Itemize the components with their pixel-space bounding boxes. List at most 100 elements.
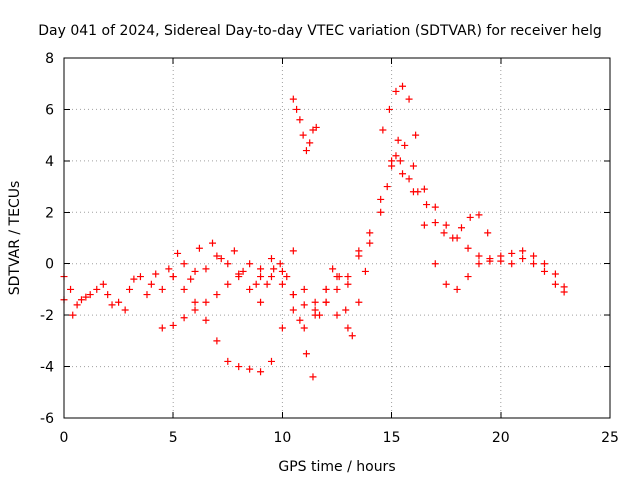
data-point bbox=[235, 270, 243, 278]
data-point bbox=[475, 211, 483, 219]
data-point bbox=[86, 291, 94, 299]
data-point bbox=[267, 255, 275, 263]
data-point bbox=[484, 229, 492, 237]
data-point bbox=[329, 265, 337, 273]
data-point bbox=[180, 260, 188, 268]
data-point bbox=[333, 285, 341, 293]
data-point bbox=[392, 87, 400, 95]
plot-frame bbox=[63, 57, 611, 419]
data-point bbox=[300, 324, 308, 332]
data-point bbox=[180, 285, 188, 293]
data-point bbox=[300, 285, 308, 293]
data-point bbox=[278, 267, 286, 275]
data-point bbox=[309, 373, 317, 381]
series-track-h bbox=[396, 157, 492, 242]
data-point bbox=[152, 270, 160, 278]
data-point bbox=[246, 285, 254, 293]
data-point bbox=[289, 306, 297, 314]
data-point bbox=[108, 301, 116, 309]
data-point bbox=[475, 260, 483, 268]
data-point bbox=[530, 252, 538, 260]
data-points bbox=[60, 82, 568, 381]
data-point bbox=[449, 234, 457, 242]
data-point bbox=[420, 221, 428, 229]
data-point bbox=[302, 350, 310, 358]
data-point bbox=[316, 311, 324, 319]
data-point bbox=[409, 162, 417, 170]
data-point bbox=[224, 260, 232, 268]
data-point bbox=[69, 311, 77, 319]
data-point bbox=[257, 298, 265, 306]
data-point bbox=[322, 298, 330, 306]
data-point bbox=[130, 275, 138, 283]
data-point bbox=[165, 265, 173, 273]
data-point bbox=[453, 285, 461, 293]
data-point bbox=[405, 175, 413, 183]
x-axis-label: GPS time / hours bbox=[278, 459, 395, 475]
data-point bbox=[344, 280, 352, 288]
data-point bbox=[420, 185, 428, 193]
data-point bbox=[293, 105, 301, 113]
data-point bbox=[355, 298, 363, 306]
data-point bbox=[126, 285, 134, 293]
data-point bbox=[399, 170, 407, 178]
data-point bbox=[289, 291, 297, 299]
y-axis-label: SDTVAR / TECUs bbox=[7, 181, 23, 296]
data-point bbox=[344, 273, 352, 281]
series-track-e bbox=[257, 260, 369, 381]
data-point bbox=[209, 239, 217, 247]
data-point bbox=[355, 252, 363, 260]
data-point bbox=[519, 255, 527, 263]
data-point bbox=[497, 257, 505, 265]
y-tick-label: -4 bbox=[40, 360, 54, 376]
data-point bbox=[202, 265, 210, 273]
data-point bbox=[213, 252, 221, 260]
chart-title: Day 041 of 2024, Sidereal Day-to-day VTE… bbox=[38, 23, 601, 39]
data-point bbox=[322, 285, 330, 293]
series-track-c bbox=[169, 273, 352, 376]
data-point bbox=[213, 337, 221, 345]
data-point bbox=[431, 203, 439, 211]
data-point bbox=[486, 257, 494, 265]
data-point bbox=[344, 324, 352, 332]
data-point bbox=[202, 298, 210, 306]
data-point bbox=[299, 131, 307, 139]
data-point bbox=[333, 311, 341, 319]
data-point bbox=[278, 324, 286, 332]
y-tick-label: -2 bbox=[40, 308, 54, 324]
data-point bbox=[136, 273, 144, 281]
data-point bbox=[442, 280, 450, 288]
data-point bbox=[377, 195, 385, 203]
data-point bbox=[289, 95, 297, 103]
y-tick-label: -6 bbox=[40, 411, 54, 427]
data-point bbox=[440, 229, 448, 237]
data-point bbox=[396, 157, 404, 165]
series-track-g bbox=[379, 82, 420, 139]
data-point bbox=[195, 244, 203, 252]
data-point bbox=[104, 291, 112, 299]
data-point bbox=[366, 229, 374, 237]
data-point bbox=[217, 255, 225, 263]
data-point bbox=[394, 136, 402, 144]
data-point bbox=[442, 221, 450, 229]
data-point bbox=[174, 249, 182, 257]
y-tick-label: 2 bbox=[45, 205, 54, 221]
data-point bbox=[379, 126, 387, 134]
data-point bbox=[67, 285, 75, 293]
y-tick-label: 4 bbox=[45, 154, 54, 170]
data-point bbox=[257, 273, 265, 281]
data-point bbox=[263, 280, 271, 288]
data-point bbox=[246, 365, 254, 373]
data-point bbox=[93, 285, 101, 293]
data-point bbox=[551, 280, 559, 288]
data-point bbox=[464, 244, 472, 252]
data-point bbox=[342, 306, 350, 314]
data-point bbox=[508, 249, 516, 257]
data-point bbox=[147, 280, 155, 288]
data-point bbox=[158, 285, 166, 293]
data-point bbox=[466, 213, 474, 221]
data-point bbox=[187, 275, 195, 283]
data-point bbox=[296, 316, 304, 324]
y-tick-label: 8 bbox=[45, 51, 54, 67]
